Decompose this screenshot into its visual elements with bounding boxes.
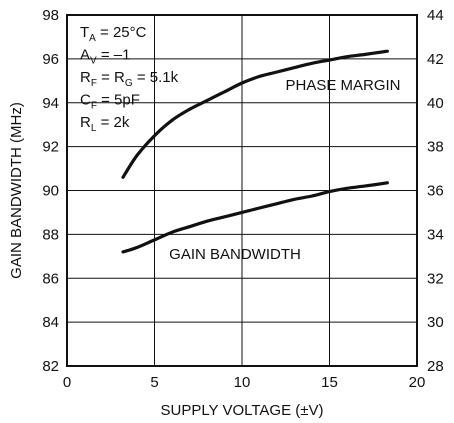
y2-tick-label: 42 (427, 51, 444, 68)
x-axis-title: SUPPLY VOLTAGE (±V) (160, 402, 323, 419)
y2-tick-label: 34 (427, 226, 444, 243)
condition-line: TA = 25°C (80, 24, 147, 44)
y2-tick-label: 36 (427, 183, 444, 200)
y-tick-label: 92 (42, 139, 59, 156)
y-tick-label: 96 (42, 51, 59, 68)
y2-tick-label: 40 (427, 95, 444, 112)
plot-frame (66, 14, 418, 367)
x-tick-label: 10 (234, 374, 251, 391)
y-axis-title: GAIN BANDWIDTH (MHz) (8, 102, 25, 279)
x-tick-label: 0 (63, 374, 71, 391)
series-line-phase-margin (121, 49, 389, 179)
grid (67, 15, 417, 366)
y-tick-label: 98 (42, 7, 59, 24)
x-tick-label: 20 (409, 374, 426, 391)
x-tick-label: 5 (150, 374, 158, 391)
y-tick-label: 94 (42, 95, 59, 112)
bottom-axis-ticks: 0 5 10 15 20 (63, 374, 426, 391)
condition-line: AV = –1 (80, 47, 130, 67)
y2-tick-label: 28 (427, 358, 444, 375)
y2-tick-label: 44 (427, 7, 444, 24)
y-tick-label: 90 (42, 183, 59, 200)
y2-tick-label: 32 (427, 270, 444, 287)
left-axis-ticks: 82 84 86 88 90 92 94 96 98 (42, 7, 59, 375)
condition-line: RF = RG = 5.1k (80, 69, 179, 89)
curves (121, 49, 389, 254)
condition-line: RL = 2k (80, 114, 130, 134)
test-conditions: TA = 25°C AV = –1RF = RG = 5.1k CF = 5pFRL… (80, 24, 179, 134)
series-label-gain-bandwidth: GAIN BANDWIDTH (169, 246, 301, 263)
y2-tick-label: 30 (427, 314, 444, 331)
series-line-gain-bandwidth (121, 181, 389, 254)
y2-tick-label: 38 (427, 139, 444, 156)
series-label-phase-margin: PHASE MARGIN (285, 77, 400, 94)
y-tick-label: 86 (42, 270, 59, 287)
x-tick-label: 15 (321, 374, 338, 391)
y-tick-label: 82 (42, 358, 59, 375)
condition-line: CF = 5pF (80, 92, 140, 112)
right-axis-ticks: 28 30 32 34 36 38 40 42 44 (427, 7, 444, 375)
y-tick-label: 88 (42, 226, 59, 243)
y-tick-label: 84 (42, 314, 59, 331)
